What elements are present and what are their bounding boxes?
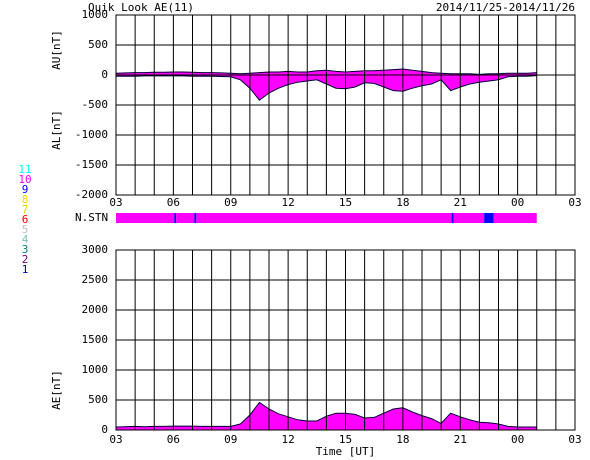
- station-count-segment: [116, 213, 175, 223]
- station-legend-label: 7: [22, 203, 29, 216]
- y-tick-label: 500: [88, 38, 108, 51]
- station-count-segment: [493, 213, 537, 223]
- x-tick-label: 12: [282, 196, 295, 209]
- station-legend-label: 4: [22, 233, 29, 246]
- area-fill: [116, 75, 537, 101]
- y-axis-label: AE[nT]: [50, 370, 63, 410]
- plot-frame: [115, 249, 576, 431]
- y-tick-label: 1000: [82, 8, 109, 21]
- station-legend-label: 11: [18, 163, 31, 176]
- y-tick-label: 2500: [82, 273, 109, 286]
- y-tick-label: 1000: [82, 363, 109, 376]
- x-tick-label: 21: [454, 433, 467, 446]
- x-tick-label: 06: [167, 196, 180, 209]
- x-tick-label: 03: [568, 433, 581, 446]
- y-tick-label: 1500: [82, 333, 109, 346]
- station-legend-label: 3: [22, 243, 29, 256]
- x-tick-label: 03: [109, 433, 122, 446]
- y-axis-label: N.STN: [75, 211, 108, 224]
- station-legend-label: 1: [22, 263, 29, 276]
- x-tick-label: 03: [568, 196, 581, 209]
- x-tick-label: 03: [109, 196, 122, 209]
- y-tick-label: -500: [82, 98, 109, 111]
- x-axis-label: Time [UT]: [316, 445, 376, 458]
- station-legend-label: 6: [22, 213, 29, 226]
- chart-title: Quik Look AE(11): [88, 1, 194, 14]
- x-tick-label: 06: [167, 433, 180, 446]
- y-tick-label: -1500: [75, 158, 108, 171]
- y-tick-label: 3000: [82, 243, 109, 256]
- x-tick-label: 09: [224, 433, 237, 446]
- x-tick-label: 18: [396, 433, 409, 446]
- station-legend-label: 5: [22, 223, 29, 236]
- station-legend-label: 9: [22, 183, 29, 196]
- x-tick-label: 18: [396, 196, 409, 209]
- x-tick-label: 15: [339, 196, 352, 209]
- station-count-segment: [451, 213, 454, 223]
- station-count-segment: [194, 213, 197, 223]
- station-legend-label: 10: [18, 173, 31, 186]
- y-axis-label: AL[nT]: [50, 110, 63, 150]
- station-count-segment: [176, 213, 195, 223]
- y-axis-label: AU[nT]: [50, 30, 63, 70]
- chart-subtitle: 2014/11/25-2014/11/26: [436, 1, 575, 14]
- plot-frame: [115, 14, 576, 196]
- y-tick-label: 0: [101, 68, 108, 81]
- station-count-segment: [174, 213, 177, 223]
- station-count-segment: [196, 213, 452, 223]
- station-legend-label: 8: [22, 193, 29, 206]
- x-tick-label: 00: [511, 196, 524, 209]
- y-tick-label: 500: [88, 393, 108, 406]
- y-tick-label: 0: [101, 423, 108, 436]
- x-tick-label: 12: [282, 433, 295, 446]
- x-tick-label: 21: [454, 196, 467, 209]
- station-count-segment: [453, 213, 485, 223]
- x-tick-label: 15: [339, 433, 352, 446]
- x-tick-label: 09: [224, 196, 237, 209]
- station-legend-label: 2: [22, 253, 29, 266]
- y-tick-label: -1000: [75, 128, 108, 141]
- y-tick-label: -2000: [75, 188, 108, 201]
- y-tick-label: 2000: [82, 303, 109, 316]
- station-count-segment: [484, 213, 494, 223]
- x-tick-label: 00: [511, 433, 524, 446]
